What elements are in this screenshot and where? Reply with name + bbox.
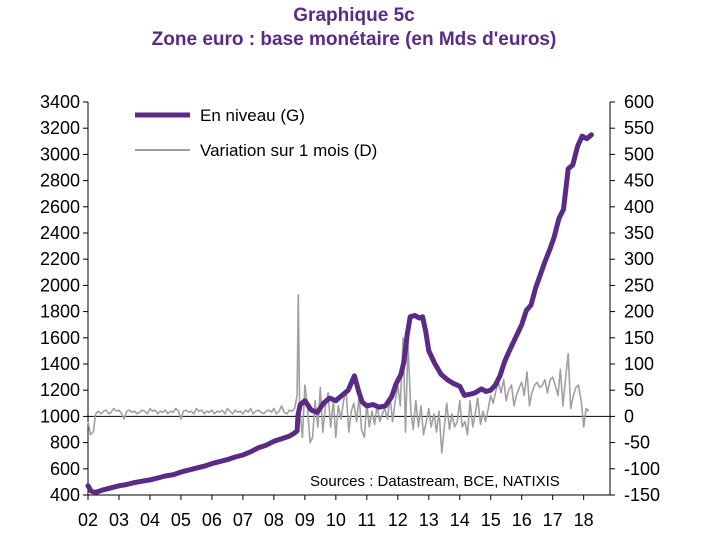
right-tick-label: 150	[624, 328, 654, 348]
x-tick-label: 16	[512, 510, 532, 530]
left-tick-label: 1400	[40, 354, 80, 374]
left-tick-label: 1600	[40, 328, 80, 348]
right-tick-label: 550	[624, 118, 654, 138]
left-tick-label: 2000	[40, 275, 80, 295]
x-tick-label: 02	[78, 510, 98, 530]
x-tick-label: 17	[543, 510, 563, 530]
x-tick-label: 04	[140, 510, 160, 530]
x-tick-label: 08	[264, 510, 284, 530]
x-tick-label: 14	[450, 510, 470, 530]
right-tick-label: 0	[624, 406, 634, 426]
chart-subtitle: Zone euro : base monétaire (en Mds d'eur…	[151, 29, 557, 50]
right-tick-label: -100	[624, 459, 660, 479]
left-tick-label: 2600	[40, 197, 80, 217]
right-tick-label: 400	[624, 197, 654, 217]
x-tick-label: 18	[574, 510, 594, 530]
left-tick-label: 1000	[40, 406, 80, 426]
left-tick-label: 600	[50, 459, 80, 479]
right-tick-label: 100	[624, 354, 654, 374]
left-tick-label: 2800	[40, 171, 80, 191]
legend-label-variation: Variation sur 1 mois (D)	[200, 141, 377, 160]
right-axis: -150 -100 -50 0 50 100 150 200 250 300 350 400 450 50…	[609, 92, 660, 505]
left-tick-label: 2400	[40, 223, 80, 243]
left-axis: 400 600 800 1000 1200 1400 1600 1800 2000 2200 240…	[40, 92, 89, 505]
left-tick-label: 1200	[40, 380, 80, 400]
x-tick-label: 15	[481, 510, 501, 530]
right-tick-label: 600	[624, 92, 654, 112]
series-variation-line	[87, 293, 590, 454]
left-tick-label: 1800	[40, 302, 80, 322]
chart-title: Graphique 5c	[293, 5, 415, 26]
left-tick-label: 3400	[40, 92, 80, 112]
x-tick-label: 05	[171, 510, 191, 530]
x-tick-label: 09	[295, 510, 315, 530]
x-tick-label: 07	[233, 510, 253, 530]
x-tick-label: 06	[202, 510, 222, 530]
x-tick-label: 11	[357, 510, 376, 530]
right-tick-label: -150	[624, 485, 660, 505]
left-tick-label: 2200	[40, 249, 80, 269]
series-level-line	[85, 132, 594, 495]
legend: En niveau (G) Variation sur 1 mois (D)	[135, 106, 377, 160]
x-tick-label: 12	[388, 510, 408, 530]
right-tick-label: 450	[624, 171, 654, 191]
x-tick-label: 13	[419, 510, 439, 530]
right-tick-label: 250	[624, 275, 654, 295]
source-note: Sources : Datastream, BCE, NATIXIS	[310, 473, 560, 490]
legend-label-level: En niveau (G)	[200, 106, 305, 125]
right-tick-label: 200	[624, 302, 654, 322]
right-tick-label: -50	[624, 433, 650, 453]
right-tick-label: 500	[624, 144, 654, 164]
x-tick-label: 03	[109, 510, 129, 530]
right-tick-label: 350	[624, 223, 654, 243]
left-tick-label: 3000	[40, 144, 80, 164]
x-axis: 02 03 04 05 06 07 08 09 10 11 12 13 14 15 16 17 18	[78, 495, 594, 530]
right-tick-label: 50	[624, 380, 644, 400]
left-tick-label: 800	[50, 433, 80, 453]
left-tick-label: 400	[50, 485, 80, 505]
x-tick-label: 10	[326, 510, 346, 530]
right-tick-label: 300	[624, 249, 654, 269]
left-tick-label: 3200	[40, 118, 80, 138]
